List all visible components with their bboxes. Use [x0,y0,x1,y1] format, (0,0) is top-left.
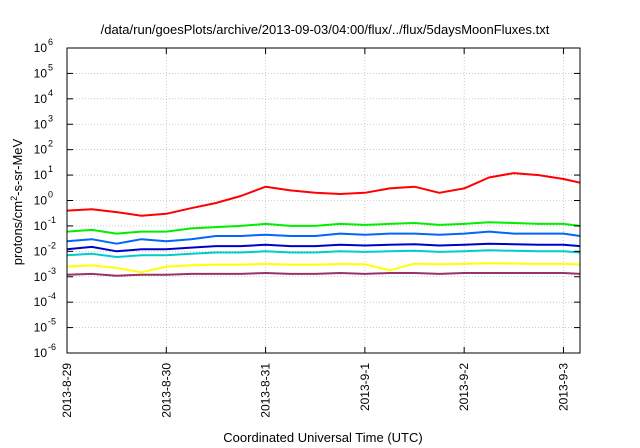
y-tick-base: 10 [34,295,48,309]
y-tick-label: 10-6 [34,342,56,360]
y-tick-label: 10-2 [34,240,56,258]
y-tick-label: 101 [34,164,53,182]
series-layer [66,172,581,277]
y-tick-exponent: 5 [48,62,53,72]
y-tick-label: 10-4 [34,291,56,309]
y-tick-label: 102 [34,139,53,157]
y-tick-exponent: -1 [48,215,56,225]
y-axis-label-pre: protons/cm [10,201,25,265]
y-tick-exponent: -6 [48,342,56,352]
y-tick-label: 10-5 [34,317,56,335]
y-tick-label: 10-3 [34,266,56,284]
y-tick-base: 10 [34,346,48,360]
x-tick-label: 2013-9-2 [457,363,471,411]
y-axis-label-post: -s-sr-MeV [10,138,25,195]
y-tick-exponent: 6 [48,37,53,47]
y-tick-label: 105 [34,62,53,80]
series-line-5 [66,249,581,258]
x-tick-label: 2013-9-1 [358,363,372,411]
series-line-6 [66,262,581,274]
plot-frame [66,47,581,354]
chart-title: /data/run/goesPlots/archive/2013-09-03/0… [101,22,550,37]
y-tick-exponent: -2 [48,240,56,250]
y-tick-base: 10 [34,321,48,335]
y-tick-exponent: 3 [48,113,53,123]
y-axis: 10-610-510-410-310-210-11001011021031041… [34,37,580,360]
y-tick-exponent: 1 [48,164,53,174]
y-axis-label: protons/cm2-s-sr-MeV [9,138,25,265]
y-tick-base: 10 [34,143,48,157]
y-tick-label: 104 [34,88,53,106]
y-tick-base: 10 [34,92,48,106]
series-line-3 [66,230,581,245]
y-tick-base: 10 [34,117,48,131]
y-tick-label: 100 [34,190,53,208]
series-line-4 [66,242,581,253]
y-tick-label: 106 [34,37,53,55]
y-tick-exponent: 2 [48,139,53,149]
series-line-7 [66,272,581,277]
y-tick-base: 10 [34,41,48,55]
y-tick-base: 10 [34,168,48,182]
y-tick-exponent: -5 [48,317,56,327]
x-axis: 2013-8-29 2013-8-30 2013-8-31 2013-9-1 2013-… [60,48,570,418]
x-tick-label: 2013-8-30 [159,363,173,418]
y-tick-exponent: -4 [48,291,56,301]
y-tick-base: 10 [34,66,48,80]
x-tick-label: 2013-8-31 [259,363,273,418]
series-line-1 [66,172,581,217]
x-tick-label: 2013-8-29 [60,363,74,418]
grid-lines [66,47,580,354]
y-tick-base: 10 [34,244,48,258]
y-tick-base: 10 [34,194,48,208]
y-tick-base: 10 [34,219,48,233]
y-axis-label-sup: 2 [9,196,19,201]
y-tick-exponent: 4 [48,88,53,98]
y-tick-exponent: 0 [48,190,53,200]
series-line-2 [66,221,581,235]
x-axis-label: Coordinated Universal Time (UTC) [223,430,422,445]
y-tick-exponent: -3 [48,266,56,276]
y-tick-base: 10 [34,270,48,284]
x-tick-label: 2013-9-3 [556,363,570,411]
y-tick-label: 10-1 [34,215,56,233]
y-tick-label: 103 [34,113,53,131]
